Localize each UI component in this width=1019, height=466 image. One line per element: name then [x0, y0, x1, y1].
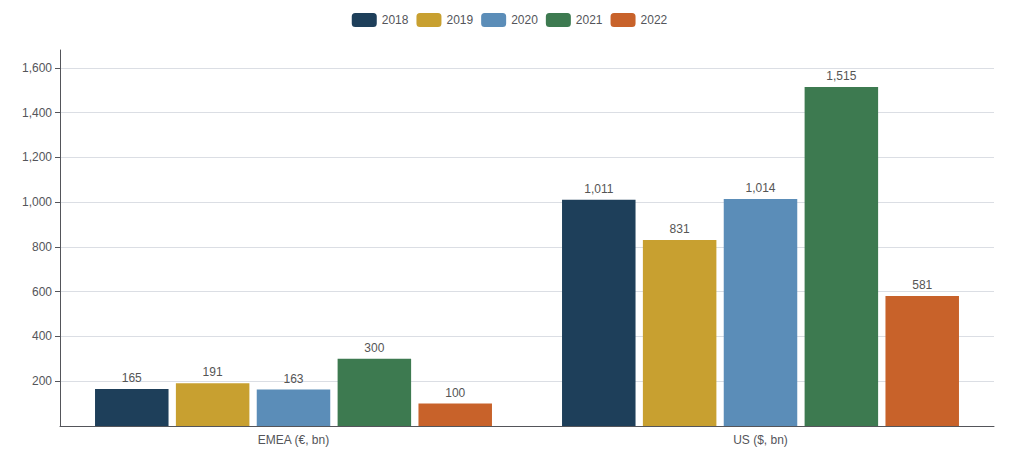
- svg-text:2022: 2022: [641, 13, 668, 27]
- svg-text:2018: 2018: [382, 13, 409, 27]
- svg-text:1,014: 1,014: [745, 181, 775, 195]
- svg-text:US ($, bn): US ($, bn): [733, 433, 788, 447]
- svg-text:300: 300: [364, 341, 384, 355]
- svg-text:2020: 2020: [511, 13, 538, 27]
- svg-text:100: 100: [445, 386, 465, 400]
- svg-text:163: 163: [283, 372, 303, 386]
- svg-text:1,400: 1,400: [22, 106, 52, 120]
- svg-text:165: 165: [122, 371, 142, 385]
- svg-text:200: 200: [32, 374, 52, 388]
- svg-text:581: 581: [912, 278, 932, 292]
- svg-text:831: 831: [670, 222, 690, 236]
- svg-text:1,200: 1,200: [22, 150, 52, 164]
- svg-text:400: 400: [32, 329, 52, 343]
- svg-text:1,011: 1,011: [584, 182, 613, 196]
- svg-text:1,515: 1,515: [826, 69, 856, 83]
- svg-text:2021: 2021: [576, 13, 603, 27]
- svg-text:800: 800: [32, 240, 52, 254]
- svg-text:191: 191: [203, 365, 223, 379]
- svg-text:1,600: 1,600: [22, 61, 52, 75]
- svg-text:600: 600: [32, 285, 52, 299]
- svg-text:EMEA (€, bn): EMEA (€, bn): [258, 433, 329, 447]
- svg-text:2019: 2019: [446, 13, 473, 27]
- svg-text:1,000: 1,000: [22, 195, 52, 209]
